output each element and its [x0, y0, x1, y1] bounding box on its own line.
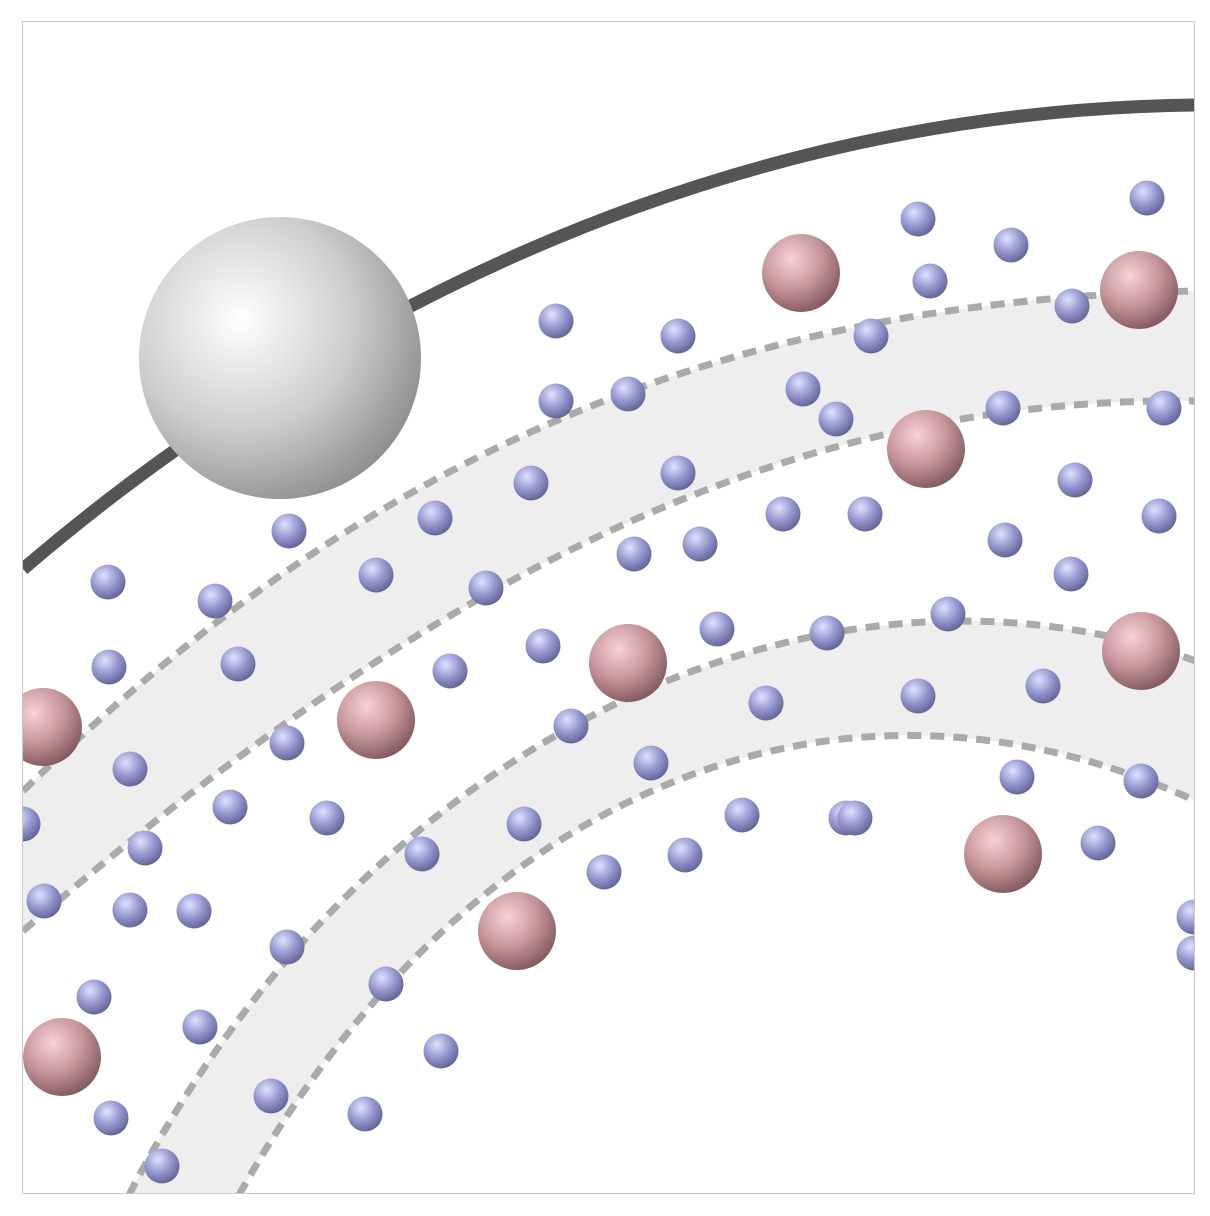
blue-sphere: [1176, 899, 1194, 935]
blue-sphere: [900, 678, 936, 714]
blue-sphere: [985, 390, 1021, 426]
pink-sphere: [589, 624, 667, 702]
blue-sphere: [269, 725, 305, 761]
blue-sphere: [23, 806, 41, 842]
blue-sphere: [1176, 935, 1194, 971]
pink-sphere: [1102, 612, 1180, 690]
blue-sphere: [999, 759, 1035, 795]
blue-sphere: [93, 1100, 129, 1136]
blue-sphere: [724, 797, 760, 833]
trajectory-line: [23, 98, 1194, 574]
blue-sphere: [785, 371, 821, 407]
blue-sphere: [506, 806, 542, 842]
blue-sphere: [682, 526, 718, 562]
blue-sphere: [853, 318, 889, 354]
blue-sphere: [765, 496, 801, 532]
blue-sphere: [404, 836, 440, 872]
blue-sphere: [368, 966, 404, 1002]
blue-sphere: [809, 615, 845, 651]
blue-sphere: [271, 513, 307, 549]
blue-sphere: [748, 685, 784, 721]
blue-sphere: [197, 583, 233, 619]
blue-sphere: [1025, 668, 1061, 704]
pink-sphere: [478, 892, 556, 970]
blue-sphere: [847, 496, 883, 532]
blue-sphere: [1080, 825, 1116, 861]
blue-sphere: [660, 455, 696, 491]
blue-sphere: [468, 570, 504, 606]
blue-sphere: [347, 1096, 383, 1132]
blue-sphere: [76, 979, 112, 1015]
blue-sphere: [513, 465, 549, 501]
blue-sphere: [633, 745, 669, 781]
blue-sphere: [269, 929, 305, 965]
blue-sphere: [253, 1078, 289, 1114]
blue-sphere: [930, 596, 966, 632]
inner-band: [130, 621, 1194, 1193]
blue-sphere: [1053, 556, 1089, 592]
blue-sphere: [182, 1009, 218, 1045]
blue-sphere: [432, 653, 468, 689]
blue-sphere: [423, 1033, 459, 1069]
blue-sphere: [220, 646, 256, 682]
blue-sphere: [900, 201, 936, 237]
pink-sphere: [337, 681, 415, 759]
blue-sphere: [912, 263, 948, 299]
blue-sphere: [987, 522, 1023, 558]
blue-sphere: [26, 883, 62, 919]
blue-sphere: [837, 800, 873, 836]
blue-sphere: [525, 628, 561, 664]
blue-sphere: [1054, 288, 1090, 324]
blue-sphere: [112, 892, 148, 928]
blue-sphere: [90, 564, 126, 600]
large-gray-sphere: [139, 217, 421, 499]
blue-sphere: [667, 837, 703, 873]
diagram-frame: [22, 21, 1195, 1194]
blue-sphere: [1057, 462, 1093, 498]
blue-sphere: [309, 800, 345, 836]
blue-sphere: [358, 557, 394, 593]
blue-sphere: [699, 611, 735, 647]
pink-sphere: [887, 410, 965, 488]
inner-band-top-edge: [126, 617, 1194, 1193]
particle-diagram: [23, 98, 1194, 1193]
shaded-bands: [23, 287, 1194, 1193]
pink-sphere: [762, 234, 840, 312]
outer-band-bottom-edge: [23, 397, 1194, 934]
blue-sphere: [417, 500, 453, 536]
pink-medium-spheres: [23, 234, 1180, 1096]
blue-sphere: [127, 830, 163, 866]
blue-small-spheres: [23, 180, 1194, 1184]
blue-sphere: [616, 536, 652, 572]
blue-sphere: [176, 893, 212, 929]
pink-sphere: [1100, 251, 1178, 329]
pink-sphere: [23, 688, 82, 766]
pink-sphere: [23, 1018, 101, 1096]
blue-sphere: [1141, 498, 1177, 534]
blue-sphere: [586, 854, 622, 890]
blue-sphere: [1129, 180, 1165, 216]
blue-sphere: [660, 318, 696, 354]
blue-sphere: [610, 376, 646, 412]
blue-sphere: [818, 401, 854, 437]
outer-band: [23, 291, 1194, 931]
pink-sphere: [964, 815, 1042, 893]
blue-sphere: [91, 649, 127, 685]
blue-sphere: [144, 1148, 180, 1184]
inner-band-bottom-edge: [236, 731, 1194, 1193]
blue-sphere: [993, 227, 1029, 263]
blue-sphere: [1123, 763, 1159, 799]
blue-sphere: [553, 708, 589, 744]
blue-sphere: [1146, 390, 1182, 426]
blue-sphere: [212, 789, 248, 825]
blue-sphere: [538, 303, 574, 339]
blue-sphere: [112, 751, 148, 787]
blue-sphere: [538, 383, 574, 419]
